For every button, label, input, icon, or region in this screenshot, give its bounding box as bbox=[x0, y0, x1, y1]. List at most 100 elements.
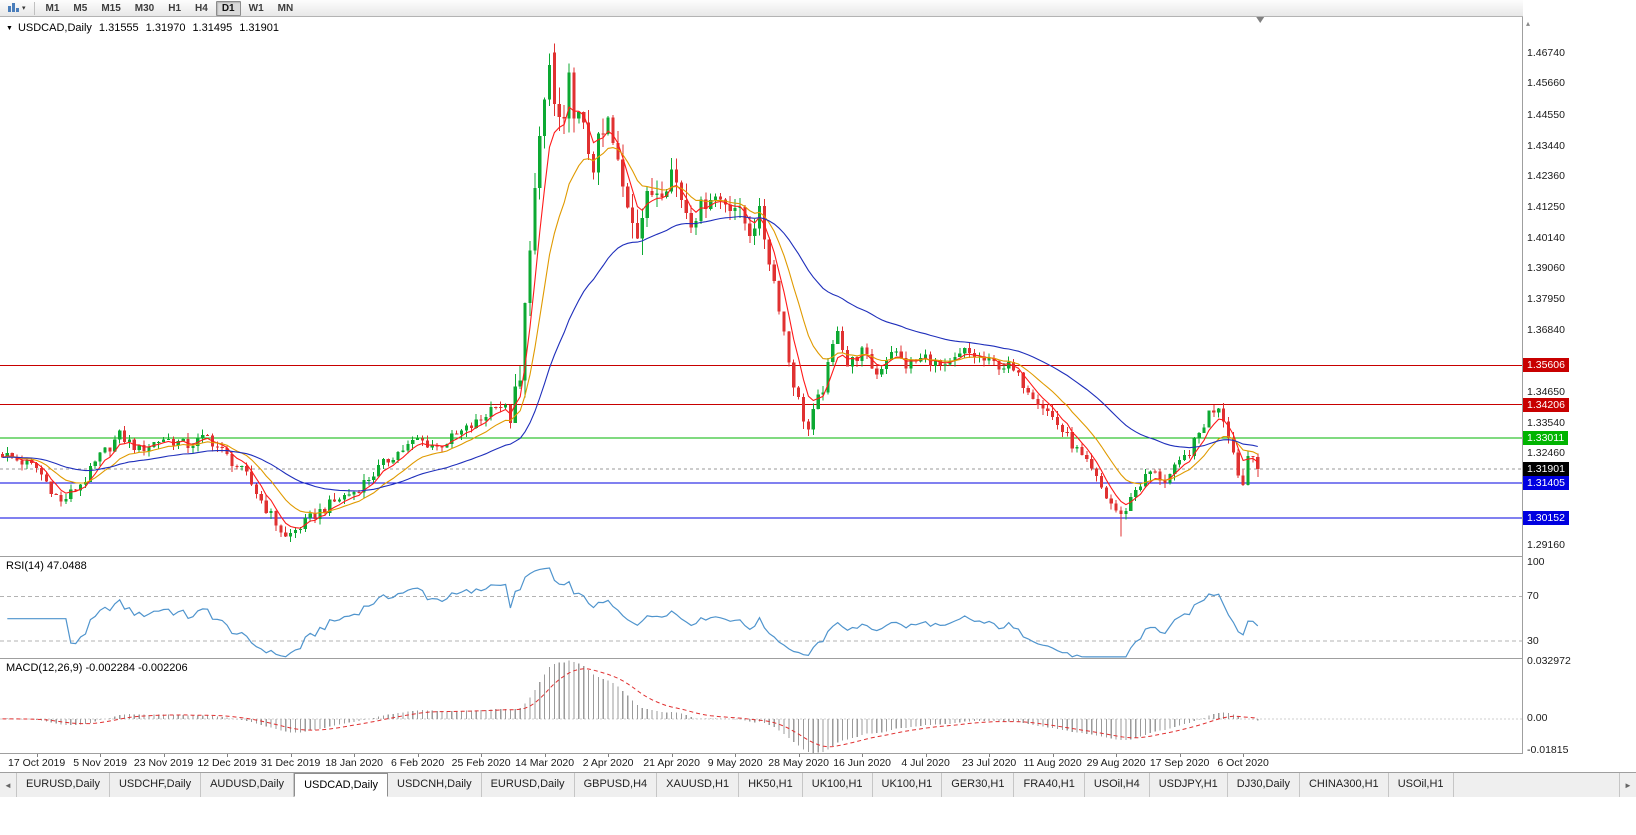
ohlc-open: 1.31555 bbox=[98, 22, 139, 34]
pane-separator[interactable] bbox=[0, 556, 1636, 557]
chart-tab-hk50-h1[interactable]: HK50,H1 bbox=[739, 773, 803, 797]
chart-tab-uk100-h1[interactable]: UK100,H1 bbox=[803, 773, 873, 797]
candles bbox=[0, 43, 1260, 543]
time-tick bbox=[1243, 754, 1245, 757]
time-axis-label: 28 May 2020 bbox=[768, 757, 829, 769]
rsi-axis-label: 70 bbox=[1527, 589, 1539, 602]
chart-tab-usdcnh-daily[interactable]: USDCNH,Daily bbox=[388, 773, 482, 797]
tab-scroll-left-icon[interactable]: ◄ bbox=[0, 773, 17, 797]
chart-tab-eurusd-daily[interactable]: EURUSD,Daily bbox=[482, 773, 575, 797]
timeframe-button-m1[interactable]: M1 bbox=[45, 2, 60, 14]
time-axis-label: 12 Dec 2019 bbox=[197, 757, 257, 769]
chart-title-arrow-icon[interactable]: ▼ bbox=[6, 25, 13, 32]
chart-tab-usoil-h1[interactable]: USOil,H1 bbox=[1389, 773, 1454, 797]
price-tick: 1.45660 bbox=[1527, 77, 1565, 90]
chart-tab-dj30-daily[interactable]: DJ30,Daily bbox=[1228, 773, 1300, 797]
pane-separator[interactable] bbox=[0, 658, 1636, 659]
time-tick bbox=[163, 754, 165, 757]
pane-separator bbox=[0, 753, 1636, 754]
price-level-badge: 1.30152 bbox=[1523, 511, 1569, 526]
time-tick bbox=[989, 754, 991, 757]
chart-shift-marker-icon[interactable] bbox=[1256, 17, 1265, 23]
timeframe-button-h1[interactable]: H1 bbox=[168, 2, 182, 14]
price-level-badge: 1.31405 bbox=[1523, 476, 1569, 491]
time-axis[interactable]: 17 Oct 2019 5 Nov 2019 23 Nov 2019 12 Dec 2… bbox=[0, 754, 1636, 772]
time-tick bbox=[36, 754, 38, 757]
chart-tab-usdchf-daily[interactable]: USDCHF,Daily bbox=[110, 773, 202, 797]
price-axis[interactable]: ▴ 1.46740 1.45660 1.44550 1.43440 1.42360 1.4… bbox=[1523, 0, 1636, 772]
time-tick bbox=[735, 754, 737, 757]
charts-menu-button[interactable]: ▾ bbox=[3, 1, 30, 16]
chevron-down-icon: ▾ bbox=[22, 4, 26, 12]
chart-tabbar: ◄ EURUSD,Daily USDCHF,Daily AUDUSD,Daily US… bbox=[0, 772, 1636, 797]
chart-tab-china300-h1[interactable]: CHINA300,H1 bbox=[1300, 773, 1389, 797]
time-axis-label: 29 Aug 2020 bbox=[1086, 757, 1146, 769]
chart-tab-usdcad-daily[interactable]: USDCAD,Daily bbox=[294, 773, 389, 797]
ma-line-5 bbox=[2, 106, 1259, 529]
time-axis-label: 11 Aug 2020 bbox=[1023, 757, 1082, 769]
timeframe-button-mn[interactable]: MN bbox=[277, 2, 294, 14]
tab-scroll-right-icon[interactable]: ► bbox=[1619, 773, 1636, 797]
time-tick bbox=[354, 754, 356, 757]
rsi-pane-canvas[interactable] bbox=[0, 557, 1522, 658]
ohlc-low: 1.31495 bbox=[192, 22, 233, 34]
price-tick: 1.37950 bbox=[1527, 293, 1565, 306]
timeframe-button-m30[interactable]: M30 bbox=[134, 2, 155, 14]
price-level-badge: 1.33011 bbox=[1523, 431, 1569, 446]
price-tick: 1.32460 bbox=[1527, 447, 1565, 460]
time-axis-label: 17 Oct 2019 bbox=[8, 757, 66, 769]
macd-axis-label: 0.00 bbox=[1527, 712, 1548, 725]
time-axis-label: 31 Dec 2019 bbox=[260, 757, 321, 769]
price-tick: 1.34650 bbox=[1527, 385, 1565, 398]
timeframe-button-m15[interactable]: M15 bbox=[101, 2, 121, 14]
time-axis-label: 16 Jun 2020 bbox=[833, 757, 892, 769]
time-tick bbox=[290, 754, 292, 757]
chart-tab-usoil-h4[interactable]: USOil,H4 bbox=[1085, 773, 1150, 797]
chart-tab-usdjpy-h1[interactable]: USDJPY,H1 bbox=[1150, 773, 1228, 797]
timeframe-button-w1[interactable]: W1 bbox=[248, 2, 264, 14]
price-tick: 1.40140 bbox=[1527, 231, 1565, 244]
time-tick bbox=[1116, 754, 1118, 757]
time-tick bbox=[227, 754, 229, 757]
macd-axis-label: 0.032972 bbox=[1527, 655, 1571, 668]
time-tick bbox=[608, 754, 610, 757]
time-tick bbox=[671, 754, 673, 757]
time-axis-label: 6 Feb 2020 bbox=[391, 757, 445, 769]
time-axis-label: 6 Oct 2020 bbox=[1217, 757, 1269, 769]
macd-pane-canvas[interactable] bbox=[0, 659, 1522, 753]
timeframe-button-h4[interactable]: H4 bbox=[195, 2, 208, 14]
time-axis-label: 21 Apr 2020 bbox=[643, 757, 700, 769]
price-tick: 1.36840 bbox=[1527, 324, 1565, 337]
chart-tab-uk100-h1[interactable]: UK100,H1 bbox=[873, 773, 943, 797]
main-chart-canvas[interactable] bbox=[0, 17, 1522, 556]
toolbar-separator bbox=[33, 1, 35, 15]
price-level-badge: 1.35606 bbox=[1523, 358, 1569, 373]
price-tick: 1.29160 bbox=[1527, 539, 1565, 552]
chart-header: ▼ USDCAD,Daily 1.31555 1.31970 1.31495 1… bbox=[6, 22, 279, 35]
macd-indicator-label: MACD(12,26,9) -0.002284 -0.002206 bbox=[6, 662, 188, 674]
macd-axis-label: -0.01815 bbox=[1527, 743, 1569, 756]
chart-tabs: EURUSD,Daily USDCHF,Daily AUDUSD,Daily USDC… bbox=[17, 773, 1454, 797]
ma-line-13 bbox=[2, 147, 1259, 514]
current-price-badge: 1.31901 bbox=[1523, 462, 1569, 477]
time-tick bbox=[544, 754, 546, 757]
price-tick: 1.43440 bbox=[1527, 139, 1565, 152]
time-tick bbox=[1052, 754, 1054, 757]
time-tick bbox=[100, 754, 102, 757]
time-axis-label: 18 Jan 2020 bbox=[325, 757, 384, 769]
ma-line-40 bbox=[2, 215, 1258, 492]
rsi-line bbox=[7, 567, 1259, 658]
chart-tab-audusd-daily[interactable]: AUDUSD,Daily bbox=[201, 773, 295, 797]
chart-tab-fra40-h1[interactable]: FRA40,H1 bbox=[1014, 773, 1085, 797]
time-axis-label: 2 Apr 2020 bbox=[582, 757, 634, 769]
chart-tab-gbpusd-h4[interactable]: GBPUSD,H4 bbox=[575, 773, 658, 797]
timeframe-button-d1[interactable]: D1 bbox=[215, 0, 241, 16]
chart-tab-eurusd-daily[interactable]: EURUSD,Daily bbox=[17, 773, 110, 797]
timeframe-button-m5[interactable]: M5 bbox=[73, 2, 88, 14]
chart-tab-xauusd-h1[interactable]: XAUUSD,H1 bbox=[657, 773, 740, 797]
macd-histogram bbox=[6, 660, 1259, 753]
chart-tab-ger30-h1[interactable]: GER30,H1 bbox=[942, 773, 1015, 797]
time-tick bbox=[925, 754, 927, 757]
rsi-axis-label: 100 bbox=[1527, 556, 1545, 569]
